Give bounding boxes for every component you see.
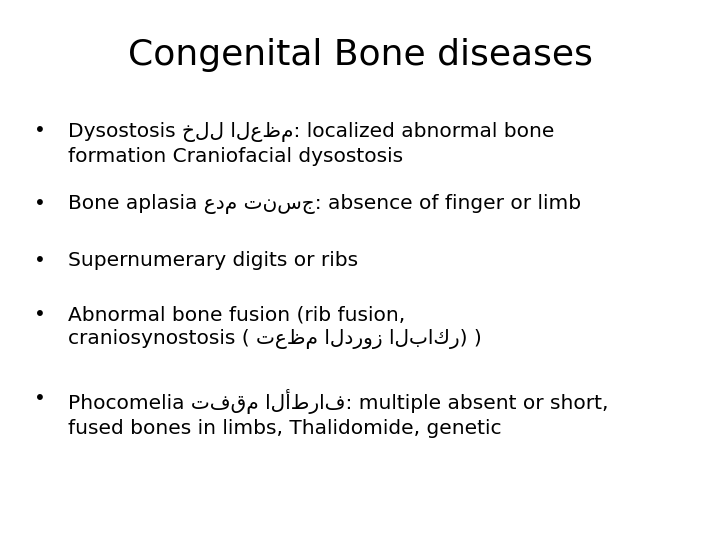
Text: Abnormal bone fusion (rib fusion,
craniosynostosis ( تعظم الدروز الباكر) ): Abnormal bone fusion (rib fusion, cranio… [68,305,482,349]
Text: •: • [34,194,45,213]
Text: Congenital Bone diseases: Congenital Bone diseases [127,38,593,72]
Text: Dysostosis خلل العظم: localized abnormal bone
formation Craniofacial dysostosis: Dysostosis خلل العظم: localized abnormal… [68,122,555,166]
Text: •: • [34,305,45,324]
Text: Phocomelia تفقم الأطراف: multiple absent or short,
fused bones in limbs, Thalido: Phocomelia تفقم الأطراف: multiple absent… [68,389,609,438]
Text: •: • [34,389,45,408]
Text: •: • [34,122,45,140]
Text: •: • [34,251,45,270]
Text: Supernumerary digits or ribs: Supernumerary digits or ribs [68,251,359,270]
Text: Bone aplasia عدم تنسج: absence of finger or limb: Bone aplasia عدم تنسج: absence of finger… [68,194,582,214]
